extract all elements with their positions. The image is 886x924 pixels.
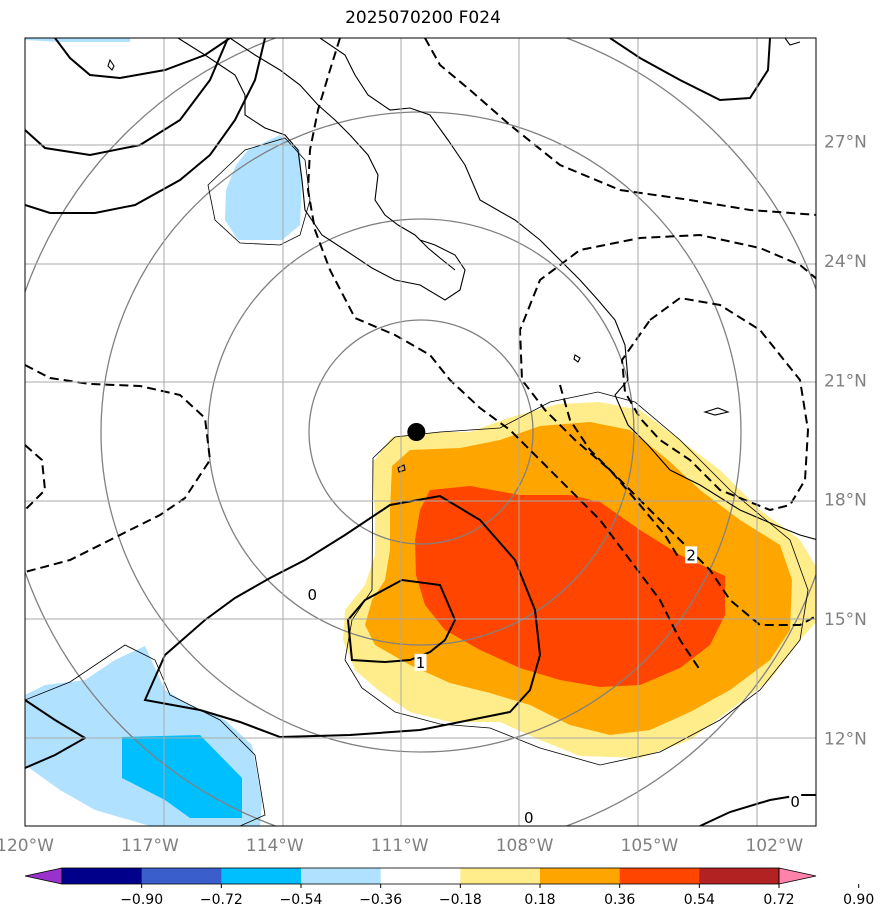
x-tick-label: 114°W	[246, 836, 304, 856]
range-ring-1	[308, 319, 534, 545]
colorbar-segment	[619, 868, 700, 884]
solid-contour-lower-right	[699, 794, 816, 826]
solid-contour-upper-right	[609, 38, 771, 102]
colorbar-tick-label: 0.18	[524, 892, 555, 908]
colorbar-segment	[380, 868, 461, 884]
coastline-baja-east	[229, 38, 456, 271]
map-frame	[24, 37, 817, 827]
x-tick-label: 108°W	[496, 836, 554, 856]
contour-label-background	[522, 809, 535, 826]
colorbar-extend-high	[778, 867, 817, 885]
colorbar-tick-label: −0.54	[280, 892, 323, 908]
dashed-contour-upper	[424, 38, 816, 216]
y-tick-label: 12°N	[824, 729, 867, 749]
colorbar-tick-label: 0.72	[763, 892, 794, 908]
colorbar-segment	[460, 868, 541, 884]
x-tick-labels: 120°W 117°W 114°W 111°W 108°W 105°W 102°W	[0, 836, 803, 856]
contour-label: 0	[790, 793, 800, 811]
y-tick-label: 18°N	[824, 491, 867, 511]
solid-contour-0	[143, 494, 542, 739]
map-title: 2025070200 F024	[345, 8, 501, 28]
zero-outline-positive	[344, 391, 809, 766]
contour-label-background	[414, 653, 427, 671]
y-tick-label: 27°N	[824, 132, 867, 152]
colorbar-extend-low	[24, 867, 63, 885]
contour-label: 1	[416, 654, 426, 672]
colorbar-segment	[301, 868, 382, 884]
contour-labels: 0 1 0 0 2	[306, 546, 802, 827]
map-canvas: 0 1 0 0 2	[25, 38, 816, 827]
y-tick-labels: 27°N 24°N 21°N 18°N 15°N 12°N	[824, 132, 867, 749]
x-tick-label: 111°W	[371, 836, 429, 856]
colorbar-tick-label: 0.90	[843, 892, 874, 908]
solid-contour-upper-left-1	[54, 38, 231, 80]
colorbar-tick-label: 0.36	[604, 892, 635, 908]
y-tick-label: 21°N	[824, 371, 867, 391]
colorbar-frame	[61, 867, 780, 885]
shade-negative-upper-left	[25, 38, 130, 42]
colorbar-tick-label: 0.54	[684, 892, 715, 908]
colorbar: −0.90 −0.72 −0.54 −0.36 −0.18 0.18 0.36 0.54 0.7…	[24, 867, 874, 908]
contour-label: 2	[686, 546, 696, 564]
contour-label: 0	[307, 586, 317, 604]
shaded-fields	[25, 38, 816, 826]
colorbar-tick-label: −0.18	[439, 892, 482, 908]
solid-contour-upper-left-3	[25, 38, 266, 214]
coastline-mainland	[319, 38, 816, 541]
dashed-contour-inner	[620, 296, 810, 512]
colorbar-tick-label: −0.36	[359, 892, 402, 908]
x-tick-label: 102°W	[745, 836, 803, 856]
zero-outline-baja	[207, 137, 311, 246]
shade-negative-southwest-core	[122, 735, 242, 818]
dashed-contour-baja	[306, 38, 701, 671]
coastline-islands	[107, 58, 730, 473]
colorbar-tick-label: −0.72	[200, 892, 243, 908]
dashed-contours	[25, 38, 816, 671]
y-tick-label: 15°N	[824, 610, 867, 630]
x-tick-label: 117°W	[121, 836, 179, 856]
range-ring-2	[207, 218, 635, 646]
colorbar-segment	[62, 868, 143, 884]
colorbar-segment	[221, 868, 302, 884]
x-tick-label: 105°W	[621, 836, 679, 856]
colorbar-tick-label: −0.90	[120, 892, 163, 908]
contour-label-background	[789, 793, 802, 811]
dashed-contour-right	[559, 384, 816, 626]
contour-label: 0	[524, 809, 534, 827]
gridlines	[25, 38, 816, 826]
colorbar-segment	[141, 868, 222, 884]
contour-label-background	[306, 586, 319, 604]
solid-contours	[25, 38, 816, 826]
zero-outline-contours	[25, 137, 809, 826]
contour-label-background	[685, 546, 698, 564]
solid-contour-1	[346, 578, 457, 664]
x-tick-label: 120°W	[0, 836, 54, 856]
dashed-contour-west	[25, 364, 212, 573]
zero-outline-southwest	[25, 644, 266, 826]
colorbar-segment	[699, 868, 780, 884]
shade-positive-0-54	[415, 486, 725, 687]
storm-center-marker	[407, 423, 426, 441]
dashed-contour-loop	[518, 233, 816, 561]
y-tick-label: 24°N	[824, 252, 867, 272]
colorbar-segment	[540, 868, 621, 884]
coastline-upper-right	[784, 38, 801, 46]
